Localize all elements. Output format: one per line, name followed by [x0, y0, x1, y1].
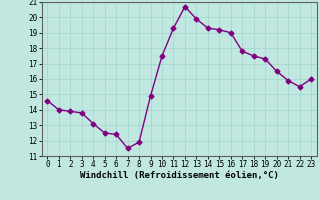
X-axis label: Windchill (Refroidissement éolien,°C): Windchill (Refroidissement éolien,°C) [80, 171, 279, 180]
